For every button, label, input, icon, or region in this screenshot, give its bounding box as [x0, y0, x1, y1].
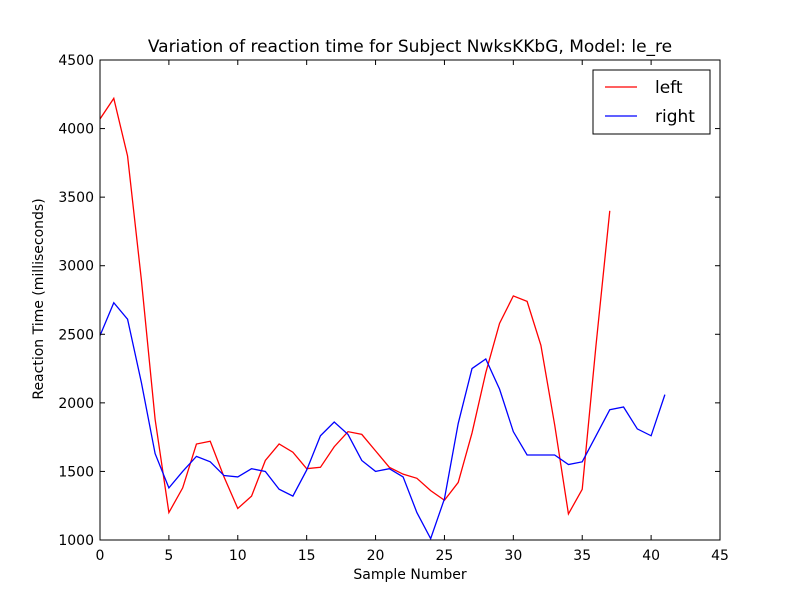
plot-frame: [99, 59, 721, 541]
x-tick-label: 25: [436, 548, 454, 564]
y-tick-label: 1500: [58, 464, 94, 480]
y-tick-label: 3500: [58, 190, 94, 206]
y-tick-label: 1000: [58, 533, 94, 549]
y-tick-label: 2500: [58, 327, 94, 343]
legend-label-left: left: [655, 78, 683, 98]
x-tick-label: 30: [504, 548, 522, 564]
y-tick-label: 3000: [58, 259, 94, 275]
chart-title: Variation of reaction time for Subject N…: [148, 37, 672, 57]
plot-area: 0 5 10 15 20 25 30 35 40 45 1000 1500 2000 2500 3000 35…: [58, 53, 729, 564]
x-tick-label: 10: [229, 548, 247, 564]
y-tick-label: 4000: [58, 122, 94, 138]
x-tick-label: 40: [642, 548, 660, 564]
legend: left right: [592, 69, 711, 135]
series-line-right: [100, 301, 666, 540]
legend-label-right: right: [655, 107, 695, 127]
y-axis-label: Reaction Time (milliseconds): [31, 198, 47, 399]
legend-box: [592, 69, 711, 135]
x-tick-label: 0: [96, 548, 105, 564]
series-line-left: [100, 96, 611, 516]
x-tick-label: 5: [164, 548, 173, 564]
x-axis-label: Sample Number: [353, 567, 466, 583]
x-tick-label: 15: [298, 548, 316, 564]
x-tick-label: 20: [367, 548, 385, 564]
x-tick-label: 35: [573, 548, 591, 564]
y-tick-label: 2000: [58, 396, 94, 412]
y-tick-label: 4500: [58, 53, 94, 69]
x-tick-label: 45: [711, 548, 729, 564]
